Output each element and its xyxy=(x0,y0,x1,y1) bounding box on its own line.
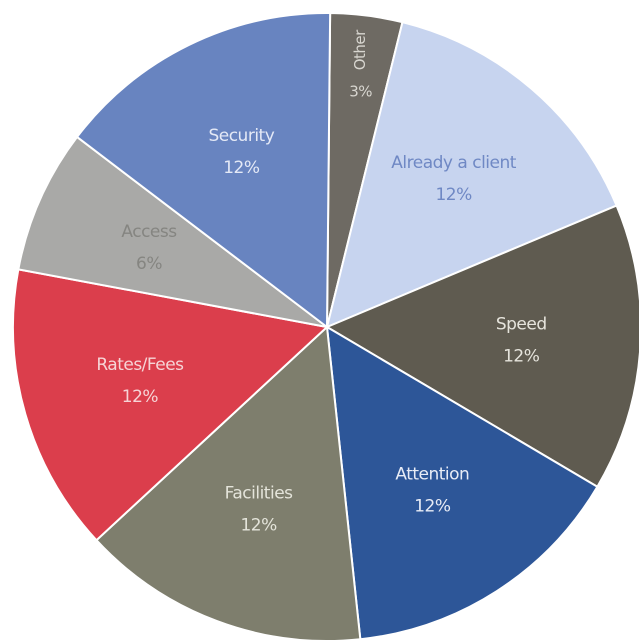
slice-value-label: 12% xyxy=(414,497,451,517)
slice-label: Facilities xyxy=(225,483,293,503)
pie-slice xyxy=(325,325,599,641)
slice-label: Access xyxy=(121,222,177,242)
slice-value-label: 12% xyxy=(503,346,540,366)
pie-slice xyxy=(17,135,328,328)
slice-value-label: 12% xyxy=(122,387,159,407)
slice-label: Rates/Fees xyxy=(96,355,184,375)
pie-slice xyxy=(75,12,332,330)
pie-slice xyxy=(12,268,330,542)
slice-label: Already a client xyxy=(391,153,516,173)
slice-value-label: 3% xyxy=(349,83,372,101)
slice-value-label: 12% xyxy=(240,515,277,535)
pie-slice xyxy=(325,20,618,329)
pie-slice xyxy=(95,324,362,642)
slice-value-label: 12% xyxy=(435,185,472,205)
slice-value-label: 6% xyxy=(136,254,162,274)
pie-slice xyxy=(324,204,639,489)
slice-label: Speed xyxy=(496,314,547,334)
slice-label: Other xyxy=(351,29,369,70)
slice-label: Attention xyxy=(395,465,469,485)
slice-value-label: 12% xyxy=(223,158,260,178)
slice-label: Security xyxy=(208,126,274,146)
